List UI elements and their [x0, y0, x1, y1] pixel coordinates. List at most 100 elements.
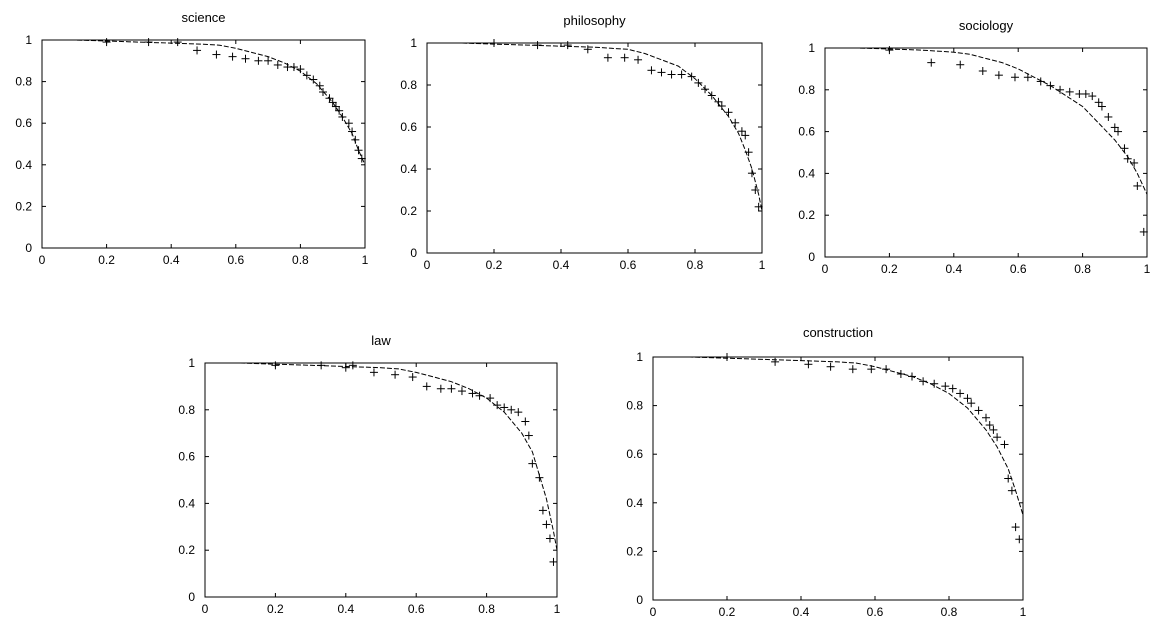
chart-title: construction: [803, 325, 873, 340]
data-point-marker: [993, 433, 1002, 442]
y-tick-label: 1: [636, 350, 643, 364]
data-point-marker: [956, 389, 965, 398]
data-point-marker: [1000, 440, 1009, 449]
x-tick-label: 0.8: [941, 605, 958, 619]
data-point-marker: [296, 65, 305, 74]
y-tick-label: 0: [188, 590, 195, 604]
x-tick-label: 0.6: [1010, 262, 1027, 276]
y-tick-label: 0.6: [400, 120, 417, 134]
data-point-marker: [826, 362, 835, 371]
data-point-marker: [1097, 102, 1106, 111]
y-tick-label: 0.4: [15, 158, 32, 172]
y-tick-label: 0.2: [798, 208, 815, 222]
data-point-marker: [647, 66, 656, 75]
fit-curve-line: [653, 356, 1024, 516]
data-point-marker: [657, 68, 666, 77]
data-point-marker: [723, 353, 731, 361]
fit-curve-line: [42, 39, 366, 166]
data-point-marker: [848, 365, 857, 374]
data-point-marker: [408, 373, 417, 382]
data-point-marker: [694, 78, 703, 87]
fit-curve-line: [205, 362, 558, 551]
y-tick-label: 0.8: [400, 78, 417, 92]
x-tick-label: 1: [554, 602, 561, 616]
data-point-marker: [985, 421, 994, 430]
x-tick-label: 0.6: [620, 258, 637, 272]
x-tick-label: 0: [424, 258, 431, 272]
data-point-marker: [1088, 92, 1097, 101]
data-point-marker: [751, 186, 760, 194]
data-point-marker: [500, 403, 509, 412]
x-tick-label: 0.6: [867, 605, 884, 619]
x-tick-label: 0: [650, 605, 657, 619]
data-point-marker: [747, 169, 756, 178]
y-tick-label: 0: [636, 593, 643, 607]
x-tick-label: 0.2: [719, 605, 736, 619]
data-point-marker: [885, 46, 894, 55]
y-tick-label: 0.6: [178, 450, 195, 464]
y-tick-label: 0.6: [626, 447, 643, 461]
x-tick-label: 1: [1020, 605, 1027, 619]
data-point-marker: [1104, 112, 1113, 121]
data-point-marker: [1011, 523, 1020, 532]
chart-title: philosophy: [563, 13, 626, 28]
data-point-marker: [967, 399, 976, 408]
data-point-marker: [457, 387, 466, 396]
y-tick-label: 1: [25, 33, 32, 47]
y-tick-label: 0.2: [400, 204, 417, 218]
y-tick-label: 0.4: [178, 496, 195, 510]
data-point-marker: [1010, 73, 1019, 82]
y-tick-label: 0.6: [15, 116, 32, 130]
chart-title: science: [181, 10, 225, 25]
data-point-marker: [603, 53, 612, 62]
data-point-marker: [354, 146, 363, 155]
chart-panel-science: science 0 0.2 0.4 0.6 0.8 1 0 0.2 0.4 0.6 0.8 1: [15, 10, 368, 267]
x-tick-label: 0.6: [408, 602, 425, 616]
data-point-marker: [804, 360, 813, 369]
y-tick-label: 0: [808, 250, 815, 264]
plot-frame: [426, 42, 763, 254]
data-point-marker: [1007, 486, 1016, 495]
x-tick-label: 0.8: [478, 602, 495, 616]
chart-panel-philosophy: philosophy 0 0.2 0.4 0.6 0.8 1 0 0.2 0.4 0.6 0.8 1: [400, 13, 765, 272]
data-point-marker: [941, 382, 950, 391]
chart-title: sociology: [959, 18, 1014, 33]
x-tick-label: 0.4: [945, 262, 962, 276]
y-tick-label: 0.8: [626, 399, 643, 413]
data-point-marker: [273, 60, 282, 69]
data-point-marker: [1023, 73, 1032, 82]
x-tick-label: 0: [39, 253, 46, 267]
data-point-marker: [341, 363, 350, 372]
data-point-marker: [771, 357, 780, 366]
data-point-marker: [974, 406, 983, 415]
data-point-marker: [737, 127, 746, 136]
data-point-marker: [528, 459, 537, 468]
x-tick-label: 1: [759, 258, 766, 272]
data-point-marker: [1094, 98, 1103, 107]
x-tick-label: 0.6: [227, 253, 244, 267]
data-point-marker: [193, 46, 202, 55]
y-tick-label: 0.4: [626, 496, 643, 510]
data-point-marker: [447, 384, 456, 393]
data-point-marker: [319, 88, 328, 96]
y-tick-label: 0.4: [798, 166, 815, 180]
data-point-marker: [335, 106, 344, 115]
data-point-marker: [978, 66, 987, 75]
x-tick-label: 0.8: [687, 258, 704, 272]
plot-frame: [204, 362, 558, 598]
data-point-marker: [989, 425, 998, 434]
y-tick-label: 0.8: [798, 83, 815, 97]
data-point-marker: [348, 361, 357, 370]
data-point-marker: [724, 108, 733, 117]
data-point-marker: [315, 81, 324, 90]
y-tick-label: 1: [410, 36, 417, 50]
data-point-marker: [542, 520, 551, 529]
y-tick-label: 0.8: [15, 75, 32, 89]
data-point-marker: [1139, 227, 1148, 236]
data-point-marker: [919, 377, 928, 386]
y-tick-label: 0.8: [178, 403, 195, 417]
data-point-marker: [468, 389, 477, 398]
data-point-marker: [549, 557, 558, 566]
data-point-marker: [228, 52, 237, 61]
